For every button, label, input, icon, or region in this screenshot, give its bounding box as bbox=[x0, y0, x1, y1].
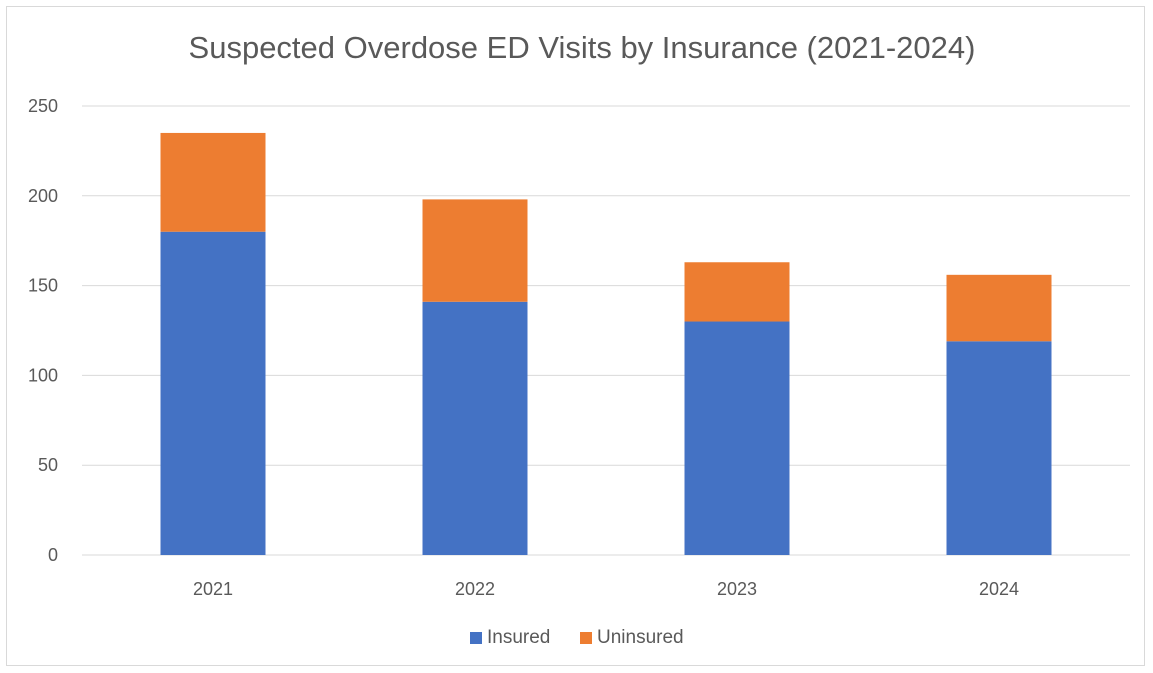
legend-swatch-uninsured bbox=[580, 632, 592, 644]
legend-label-insured: Insured bbox=[487, 627, 550, 648]
x-tick-label: 2024 bbox=[979, 579, 1019, 599]
legend-label-uninsured: Uninsured bbox=[597, 627, 684, 648]
x-tick-label: 2021 bbox=[193, 579, 233, 599]
bars bbox=[160, 132, 1052, 555]
bar-insured-2023 bbox=[684, 321, 790, 555]
legend-swatch-insured bbox=[470, 632, 482, 644]
bar-uninsured-2022 bbox=[422, 199, 528, 302]
bar-insured-2022 bbox=[422, 301, 528, 555]
y-tick-label: 250 bbox=[28, 96, 58, 116]
bar-insured-2021 bbox=[160, 231, 266, 555]
y-tick-label: 200 bbox=[28, 186, 58, 206]
y-tick-label: 0 bbox=[48, 545, 58, 565]
bar-uninsured-2023 bbox=[684, 262, 790, 322]
y-tick-label: 50 bbox=[38, 455, 58, 475]
x-tick-label: 2022 bbox=[455, 579, 495, 599]
y-tick-label: 100 bbox=[28, 365, 58, 385]
x-axis: 2021 2022 2023 2024 bbox=[193, 579, 1019, 599]
bar-uninsured-2024 bbox=[946, 274, 1052, 342]
bar-uninsured-2021 bbox=[160, 132, 266, 232]
chart-title: Suspected Overdose ED Visits by Insuranc… bbox=[189, 30, 976, 65]
x-tick-label: 2023 bbox=[717, 579, 757, 599]
legend: Insured Uninsured bbox=[470, 627, 684, 648]
y-tick-label: 150 bbox=[28, 276, 58, 296]
y-axis: 0 50 100 150 200 250 bbox=[28, 96, 58, 565]
bar-insured-2024 bbox=[946, 341, 1052, 555]
